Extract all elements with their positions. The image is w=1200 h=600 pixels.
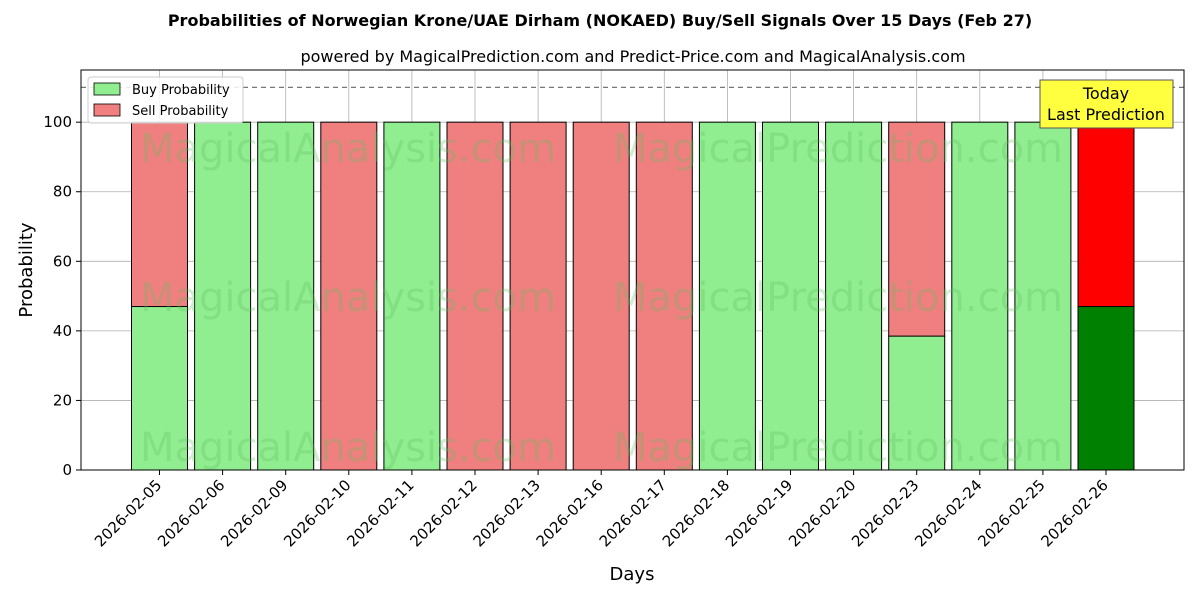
- x-tick-label: 2026-02-18: [659, 476, 733, 550]
- bar-sell-2026-02-16: [572, 121, 630, 471]
- legend-buy-swatch: [93, 82, 121, 96]
- bar-sell-2026-02-10: [320, 121, 378, 471]
- y-tick-label: 0: [62, 461, 72, 479]
- chart-subtitle: powered by MagicalPrediction.com and Pre…: [300, 47, 965, 66]
- today-annotation: Today Last Prediction: [1039, 79, 1174, 129]
- x-tick-label: 2026-02-09: [217, 476, 291, 550]
- bar-buy-2026-02-06: [194, 121, 252, 471]
- legend-box: [87, 76, 244, 124]
- chart-title: Probabilities of Norwegian Krone/UAE Dir…: [168, 11, 1032, 30]
- watermark-analysis: MagicalAnalysis.com: [140, 126, 556, 172]
- x-tick-label: 2026-02-16: [533, 476, 607, 550]
- legend-buy-label: Buy Probability: [132, 83, 230, 98]
- bar-buy-2026-02-19: [762, 121, 819, 471]
- bar-sell-2026-02-05: [131, 121, 188, 308]
- watermark-analysis: MagicalAnalysis.com: [140, 425, 556, 471]
- x-tick-label: 2026-02-24: [911, 476, 985, 550]
- y-tick-label: 20: [53, 391, 72, 409]
- x-tick-label: 2026-02-12: [406, 476, 480, 550]
- bar-sell-2026-02-26: [1077, 121, 1135, 308]
- bar-buy-2026-02-11: [383, 121, 441, 471]
- bar-buy-2026-02-26: [1077, 306, 1135, 471]
- today-label: Today: [1082, 84, 1129, 103]
- x-tick-label: 2026-02-25: [974, 476, 1048, 550]
- bars: [131, 121, 1135, 471]
- bar-buy-2026-02-20: [825, 121, 883, 471]
- bar-buy-2026-02-25: [1014, 121, 1072, 471]
- last-prediction-label: Last Prediction: [1047, 105, 1165, 124]
- y-tick-label: 100: [43, 113, 72, 131]
- bar-buy-2026-02-24: [951, 121, 1009, 471]
- x-tick-label: 2026-02-19: [722, 476, 796, 550]
- x-tick-label: 2026-02-13: [470, 476, 544, 550]
- x-tick-label: 2026-02-06: [154, 476, 228, 550]
- bar-sell-2026-02-17: [635, 121, 693, 471]
- y-axis-ticks: 0 20 40 60 80 100: [43, 113, 81, 479]
- bar-buy-2026-02-09: [257, 121, 315, 471]
- y-tick-label: 40: [53, 322, 72, 340]
- y-tick-label: 80: [53, 183, 72, 201]
- today-box: [1039, 79, 1174, 129]
- bar-sell-2026-02-12: [446, 121, 504, 471]
- x-tick-label: 2026-02-11: [343, 476, 417, 550]
- x-tick-label: 2026-02-17: [596, 476, 670, 550]
- x-axis-ticks: 2026-02-052026-02-062026-02-092026-02-10…: [91, 470, 1112, 550]
- bar-sell-2026-02-13: [509, 121, 567, 471]
- x-tick-label: 2026-02-26: [1037, 476, 1111, 550]
- watermark-prediction: MagicalPrediction.com: [613, 275, 1063, 321]
- watermarks: MagicalAnalysis.com MagicalPrediction.com…: [140, 126, 1063, 471]
- legend-sell-swatch: [93, 103, 121, 117]
- plot-frame: [80, 69, 1185, 471]
- x-tick-label: 2026-02-05: [91, 476, 165, 550]
- x-tick-label: 2026-02-23: [848, 476, 922, 550]
- legend-sell-label: Sell Probability: [132, 104, 229, 119]
- x-axis-label: Days: [610, 564, 655, 585]
- y-axis-label: Probability: [16, 222, 37, 317]
- x-tick-label: 2026-02-20: [785, 476, 859, 550]
- watermark-analysis: MagicalAnalysis.com: [140, 275, 556, 321]
- legend: Buy Probability Sell Probability: [87, 76, 244, 124]
- watermark-prediction: MagicalPrediction.com: [613, 126, 1063, 172]
- watermark-prediction: MagicalPrediction.com: [613, 425, 1063, 471]
- bar-buy-2026-02-18: [698, 121, 756, 471]
- x-tick-label: 2026-02-10: [280, 476, 354, 550]
- y-tick-label: 60: [53, 252, 72, 270]
- bar-buy-2026-02-23: [888, 335, 946, 471]
- bar-sell-2026-02-23: [888, 121, 946, 337]
